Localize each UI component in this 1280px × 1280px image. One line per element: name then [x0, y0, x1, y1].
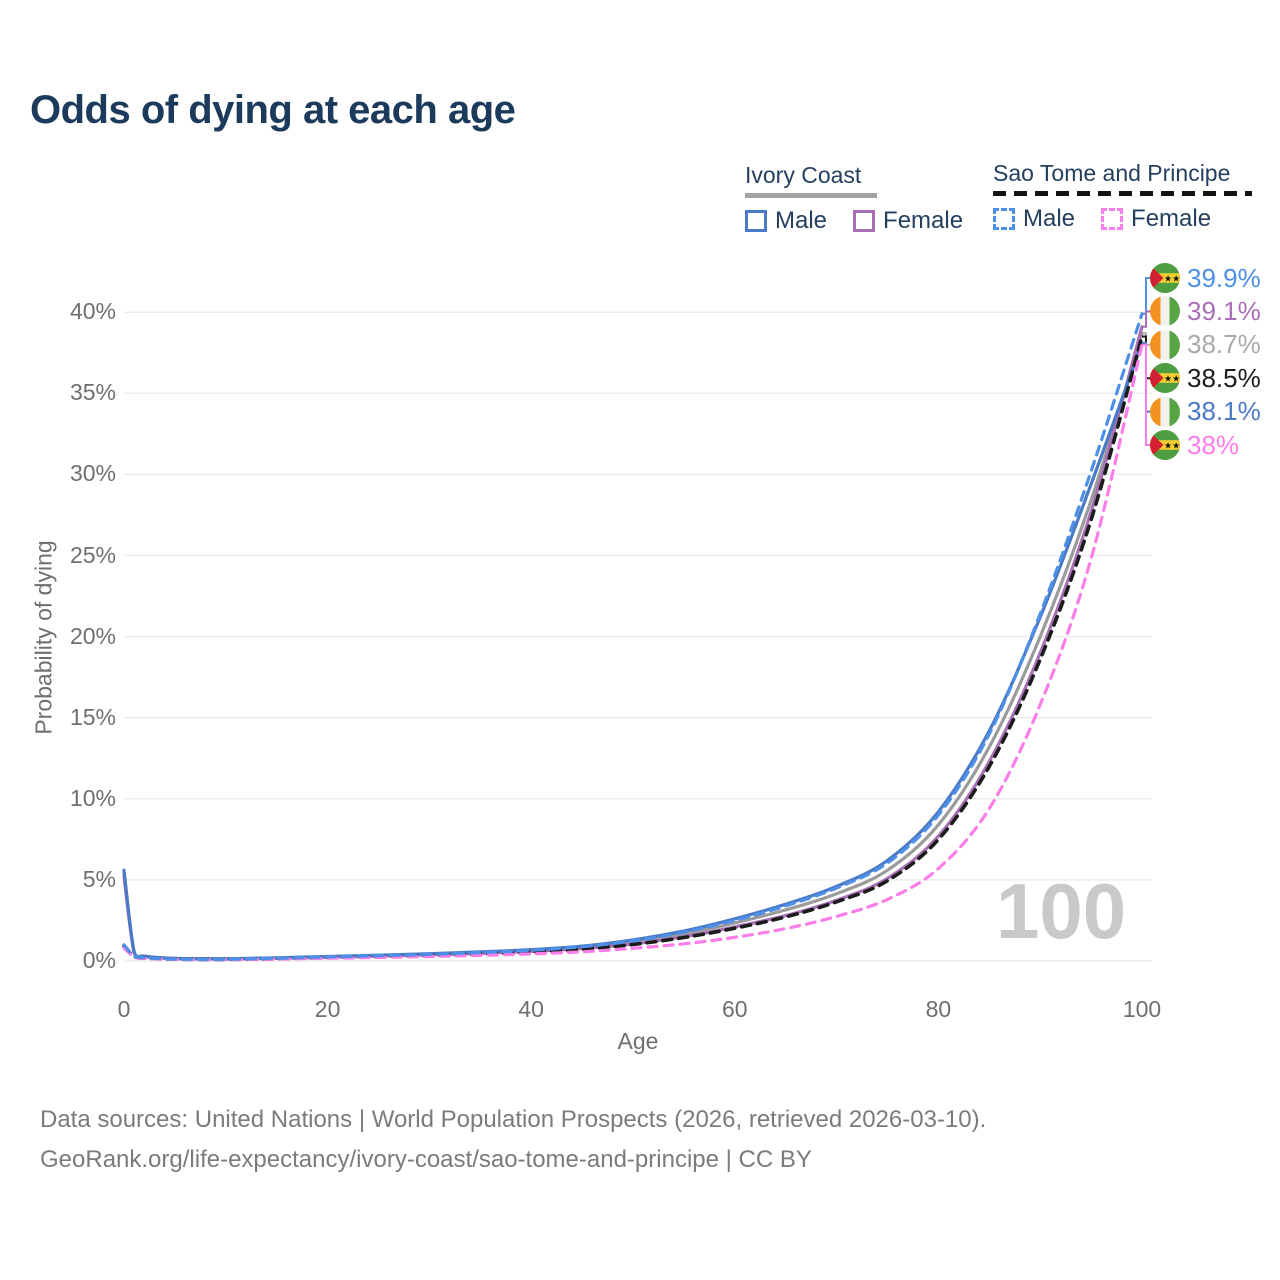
age-watermark: 100: [996, 867, 1127, 955]
legend-item-label: Female: [1131, 205, 1212, 232]
ivory-coast-flag: [1150, 396, 1180, 427]
sao-tome-and-principe-flag: ★★: [1150, 363, 1180, 394]
ivory-coast-flag: [1150, 329, 1180, 360]
legend-swatch-sao-tome-male: [993, 208, 1015, 230]
attribution-link-text: GeoRank.org/life-expectancy/ivory-coast/…: [40, 1146, 812, 1173]
end-label-stp-all: ★★ 38.5%: [1150, 362, 1261, 394]
end-label-stp-male: ★★ 39.9%: [1150, 263, 1261, 293]
sao-tome-and-principe-flag: ★★: [1150, 263, 1180, 293]
sao-tome-and-principe-flag: ★★: [1150, 430, 1180, 460]
legend-item-label: Male: [775, 207, 828, 234]
end-label-value: 38.7%: [1187, 329, 1261, 360]
legend-item-sao-tome-female[interactable]: Female: [1101, 205, 1211, 233]
legend-solid-line-sample: [745, 193, 877, 198]
legend-item-label: Female: [883, 207, 964, 234]
ivory-coast-flag: [1150, 296, 1180, 327]
end-label-leader-stp-male: [1142, 277, 1151, 315]
y-tick-label: 25%: [69, 541, 116, 568]
end-label-leader-stp-female: [1142, 343, 1151, 446]
sao-tome-and-principe-flag: ★★: [1150, 263, 1180, 293]
series-line-stp-all: [122, 334, 1144, 962]
flag-stars: ★★: [1164, 441, 1180, 451]
ivory-coast-flag: [1150, 396, 1180, 427]
legend-swatch-ivory-coast-female: [853, 210, 876, 232]
data-sources-text: Data sources: United Nations | World Pop…: [40, 1106, 987, 1133]
legend-swatch-sao-tome-female: [1101, 208, 1124, 230]
end-label-ic-male: 38.1%: [1150, 396, 1261, 427]
x-tick-label: 60: [722, 996, 748, 1022]
end-label-value: 39.1%: [1187, 295, 1261, 326]
legend-item-label: Male: [1023, 205, 1076, 232]
series-line-ic-female: [122, 325, 1144, 961]
y-tick-label: 40%: [69, 298, 116, 325]
legend-item-ivory-coast-female[interactable]: Female: [853, 207, 963, 235]
legend-swatch-ivory-coast-male: [745, 210, 767, 232]
legend-group-ivory-coast: Ivory Coast Male Female: [745, 162, 963, 235]
end-label-leader-ic-female: [1142, 310, 1151, 328]
flag-stars: ★★: [1164, 274, 1180, 284]
legend-group-title: Sao Tome and Principe: [993, 160, 1231, 186]
y-tick-label: 5%: [82, 865, 116, 892]
series-line-ic-all: [122, 331, 1144, 961]
end-label-value: 38.5%: [1187, 362, 1261, 393]
legend-dashed-line-sample: [993, 191, 1252, 196]
ivory-coast-flag: [1150, 296, 1180, 327]
x-tick-label: 0: [117, 996, 131, 1022]
x-tick-label: 40: [518, 996, 544, 1022]
sao-tome-and-principe-flag: ★★: [1150, 363, 1180, 394]
flag-stars: ★★: [1164, 374, 1180, 384]
series-line-stp-male: [122, 312, 1144, 961]
x-tick-label: 20: [314, 996, 341, 1022]
x-tick-label: 100: [1122, 996, 1162, 1022]
end-label-ic-female: 39.1%: [1150, 295, 1261, 327]
x-axis-title: Age: [617, 1028, 659, 1054]
legend-item-ivory-coast-male[interactable]: Male: [745, 207, 827, 235]
y-tick-label: 15%: [69, 703, 116, 730]
sao-tome-and-principe-flag: ★★: [1150, 430, 1180, 460]
y-tick-label: 30%: [69, 460, 116, 487]
y-tick-label: 10%: [69, 784, 116, 811]
ivory-coast-flag: [1150, 329, 1180, 360]
end-label-value: 38%: [1187, 429, 1240, 460]
end-label-stp-female: ★★ 38%: [1150, 430, 1239, 460]
legend-group-sao-tome-and-principe: Sao Tome and Principe Male Female: [993, 160, 1252, 233]
end-label-value: 39.9%: [1187, 262, 1261, 293]
y-tick-label: 0%: [82, 947, 116, 973]
y-axis-title: Probability of dying: [30, 540, 57, 735]
legend-group-title: Ivory Coast: [745, 162, 862, 188]
page-title: Odds of dying at each age: [30, 88, 516, 132]
end-label-ic-all: 38.7%: [1150, 329, 1261, 360]
series-line-stp-female: [122, 343, 1144, 962]
y-tick-label: 35%: [69, 379, 116, 406]
y-tick-label: 20%: [69, 622, 116, 649]
end-label-value: 38.1%: [1187, 396, 1261, 427]
series-line-ic-male: [122, 341, 1144, 961]
legend-item-sao-tome-male[interactable]: Male: [993, 205, 1075, 233]
x-tick-label: 80: [925, 996, 952, 1022]
